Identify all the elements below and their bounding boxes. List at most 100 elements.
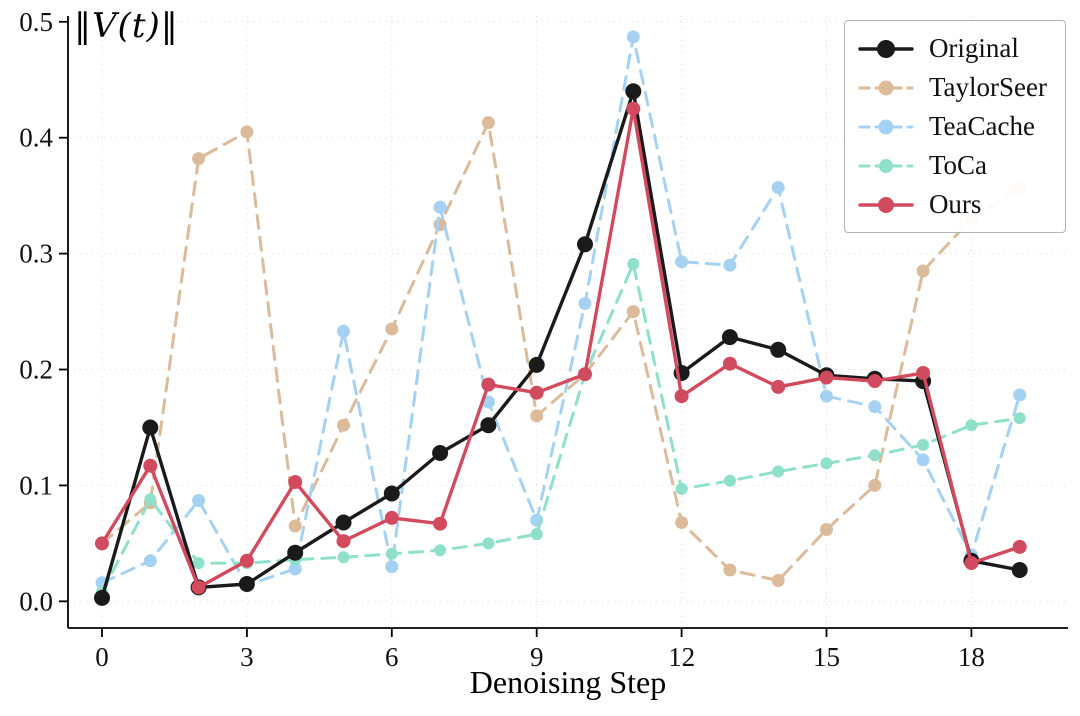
legend-line-sample — [858, 39, 914, 58]
legend-marker — [878, 80, 894, 95]
legend-line-sample — [858, 196, 914, 213]
data-point — [627, 258, 640, 270]
legend-item-teacache: TeaCache — [857, 107, 1047, 146]
data-point — [771, 181, 785, 194]
data-point — [626, 30, 640, 44]
y-tick-label: 0.1 — [19, 470, 53, 500]
data-point — [722, 356, 737, 371]
legend-line-sample — [858, 119, 914, 134]
x-tick-label: 0 — [95, 642, 109, 672]
data-point — [432, 445, 449, 461]
legend-item-original: Original — [857, 29, 1047, 68]
data-point — [626, 305, 640, 319]
series-teacache — [95, 30, 1027, 592]
data-point — [143, 458, 158, 473]
data-point — [721, 329, 738, 346]
data-point — [481, 377, 496, 392]
data-point — [336, 534, 351, 549]
data-point — [288, 562, 302, 576]
data-point — [867, 374, 882, 389]
data-point — [1013, 388, 1027, 402]
data-point — [240, 125, 254, 139]
y-tick-label: 0.5 — [19, 7, 53, 37]
data-point — [820, 457, 833, 470]
x-tick-label: 15 — [813, 642, 840, 672]
data-point — [819, 370, 834, 385]
legend-label: Ours — [928, 189, 982, 219]
data-point — [530, 528, 543, 541]
data-point — [433, 200, 447, 214]
data-point — [385, 560, 399, 574]
data-point — [770, 341, 787, 358]
legend: Original TaylorSeer TeaCache ToCa Ours — [843, 20, 1066, 233]
data-point — [1012, 539, 1027, 554]
data-point — [625, 83, 642, 100]
data-point — [238, 576, 255, 592]
data-point — [577, 236, 593, 253]
data-point — [143, 554, 157, 568]
data-point — [626, 101, 641, 116]
legend-line-sample — [858, 158, 914, 173]
data-point — [916, 366, 931, 380]
legend-line-sample — [858, 80, 914, 95]
data-point — [916, 453, 930, 467]
x-tick-label: 18 — [958, 642, 985, 672]
legend-marker — [878, 158, 893, 173]
legend-label: ToCa — [928, 150, 988, 180]
y-tick-label: 0.4 — [19, 123, 53, 153]
y-tick-label: 0.0 — [19, 586, 53, 616]
data-point — [383, 485, 400, 502]
data-point — [675, 255, 689, 269]
data-point — [675, 516, 689, 529]
data-point — [964, 556, 979, 571]
x-tick-label: 3 — [240, 642, 254, 672]
data-point — [288, 519, 302, 533]
data-point — [385, 322, 399, 336]
data-point — [1013, 412, 1026, 425]
axes — [59, 16, 1068, 637]
data-point — [771, 574, 785, 587]
legend-marker — [877, 196, 894, 213]
legend-label: TeaCache — [928, 111, 1035, 141]
data-point — [1011, 562, 1028, 578]
data-point — [868, 478, 882, 492]
legend-marker — [876, 39, 895, 58]
legend-marker — [878, 119, 894, 134]
data-point — [868, 400, 882, 414]
legend-item-toca: ToCa — [857, 146, 1047, 185]
data-point — [723, 258, 737, 272]
data-point — [723, 563, 737, 577]
data-point — [192, 152, 206, 166]
tick-labels: 0 3 6 9 12 15 18 0.0 0.1 0.2 0.3 0.4 0.5 — [19, 7, 985, 672]
data-point — [385, 547, 398, 560]
x-axis-label: Denoising Step — [469, 664, 667, 700]
data-point — [480, 417, 497, 434]
data-point — [820, 523, 833, 536]
data-point — [481, 116, 495, 130]
data-point — [192, 557, 205, 570]
y-axis-label: ‖V(t)‖ — [74, 6, 179, 46]
data-point — [142, 419, 159, 436]
data-point — [530, 409, 544, 423]
data-point — [723, 474, 736, 487]
data-point — [95, 536, 109, 551]
x-tick-label: 6 — [385, 642, 399, 672]
x-tick-label: 12 — [668, 642, 695, 672]
data-point — [578, 297, 592, 310]
legend-item-ours: Ours — [857, 185, 1047, 224]
data-point — [675, 482, 688, 495]
y-tick-label: 0.3 — [19, 239, 53, 269]
data-point — [288, 475, 303, 489]
data-point — [337, 324, 350, 338]
data-point — [287, 544, 304, 561]
data-point — [434, 544, 447, 557]
data-point — [578, 367, 592, 382]
data-point — [674, 389, 689, 404]
data-point — [337, 551, 350, 564]
data-point — [94, 589, 110, 606]
data-point — [771, 379, 786, 394]
series-ours — [95, 101, 1027, 595]
data-point — [335, 514, 352, 531]
data-point — [917, 438, 930, 451]
